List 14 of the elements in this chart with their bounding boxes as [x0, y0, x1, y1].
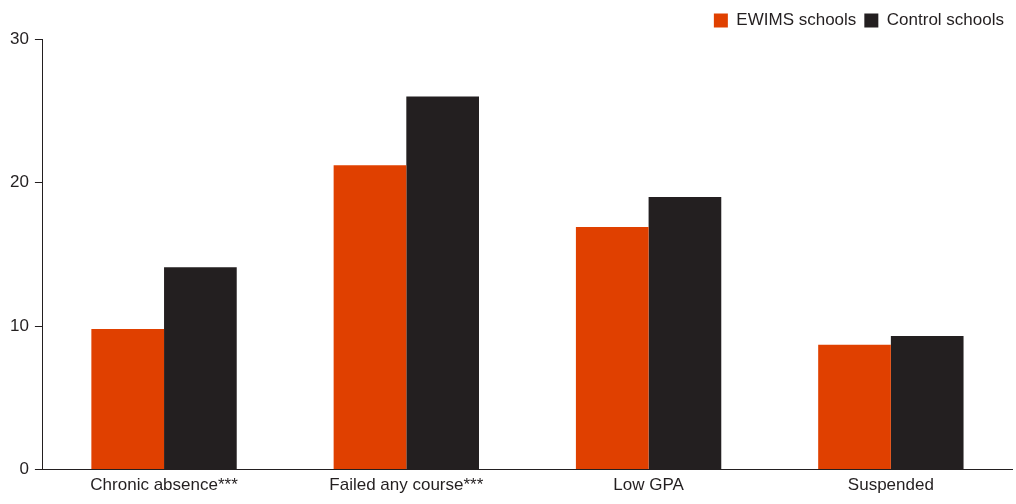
bar: [818, 344, 891, 470]
x-tick-label: Low GPA: [613, 475, 685, 495]
y-tick-label: 10: [9, 315, 29, 335]
x-tick-label: Chronic absence***: [90, 475, 239, 495]
y-tick-label: 0: [19, 459, 29, 479]
bar: [575, 227, 649, 470]
x-tick-label: Failed any course***: [329, 475, 484, 495]
x-tick-label: Suspended: [847, 475, 934, 495]
y-tick-label: 30: [9, 28, 29, 48]
legend-label: Control schools: [886, 10, 1005, 30]
legend-label: EWIMS schools: [736, 10, 857, 30]
y-tick-label: 20: [9, 172, 29, 192]
bar: [333, 165, 407, 470]
bar: [91, 328, 165, 470]
